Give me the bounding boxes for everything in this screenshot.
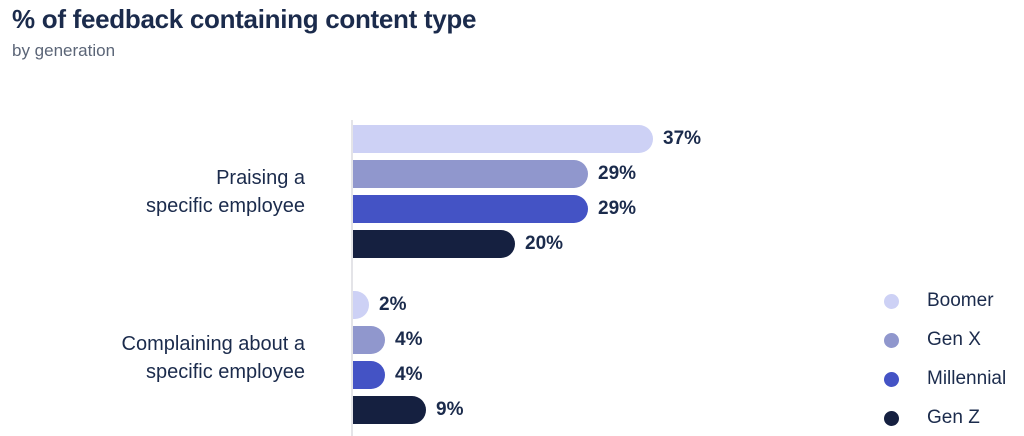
bar — [353, 195, 588, 223]
legend-swatch-icon — [884, 371, 899, 387]
legend-label: Gen X — [927, 329, 981, 350]
bar-row: 29% — [353, 195, 701, 223]
bar-value-label: 9% — [436, 399, 464, 420]
bar — [353, 291, 369, 319]
category-axis-labels: Praising a specific employee Complaining a… — [20, 125, 305, 424]
category-label: Complaining about a specific employee — [20, 291, 305, 424]
y-axis-line — [351, 120, 353, 436]
bar-value-label: 37% — [663, 128, 702, 149]
bar-row: 29% — [353, 160, 701, 188]
bar-row: 9% — [353, 396, 701, 424]
category-label-line: Praising a — [216, 166, 305, 189]
bar-row: 4% — [353, 361, 701, 389]
bar-value-label: 4% — [395, 364, 423, 385]
bar-value-label: 29% — [598, 163, 637, 184]
legend-swatch-icon — [884, 293, 899, 309]
bar-row: 2% — [353, 291, 701, 319]
bar-group: 37% 29% 29% 20% — [353, 125, 701, 258]
bar-value-label: 4% — [395, 329, 423, 350]
bar-row: 20% — [353, 230, 701, 258]
legend-label: Millennial — [927, 368, 1007, 389]
bar-value-label: 29% — [598, 198, 637, 219]
bar-groups: 37% 29% 29% 20% 2% 4% 4% 9% — [353, 125, 701, 424]
legend-item: Gen Z — [876, 407, 1006, 428]
category-label: Praising a specific employee — [20, 125, 305, 258]
bar — [353, 230, 515, 258]
legend-label: Boomer — [927, 290, 994, 311]
legend: Boomer Gen X Millennial Gen Z — [876, 290, 1007, 428]
bar-value-label: 20% — [525, 233, 564, 254]
category-label-line: specific employee — [146, 194, 305, 217]
bar-value-label: 2% — [379, 294, 407, 315]
category-label-line: specific employee — [146, 360, 305, 383]
legend-item: Boomer — [876, 290, 1006, 311]
legend-item: Millennial — [876, 368, 1007, 389]
legend-item: Gen X — [876, 329, 1006, 350]
bar — [353, 361, 385, 389]
bar — [353, 326, 385, 354]
bar — [353, 125, 653, 153]
bar — [353, 396, 426, 424]
legend-swatch-icon — [884, 410, 899, 426]
chart-subtitle: by generation — [12, 41, 116, 60]
legend-swatch-icon — [884, 332, 899, 348]
bar-group: 2% 4% 4% 9% — [353, 291, 701, 424]
bar-row: 4% — [353, 326, 701, 354]
bar-row: 37% — [353, 125, 701, 153]
category-label-line: Complaining about a — [121, 332, 305, 355]
chart-title: % of feedback containing content type — [12, 4, 477, 34]
legend-label: Gen Z — [927, 407, 980, 428]
bar — [353, 160, 588, 188]
